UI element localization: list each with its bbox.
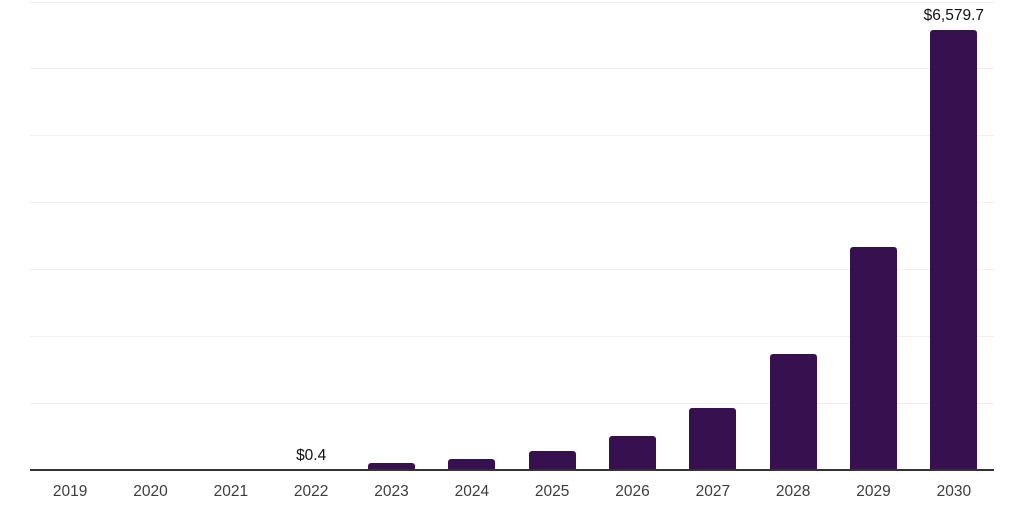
bar-value-label-2022: $0.4 [296, 446, 327, 464]
x-tick-label-2027: 2027 [695, 483, 731, 500]
bar-2024 [448, 458, 496, 470]
bar-value-label-2030: $6,579.7 [923, 7, 984, 25]
bar-2025 [528, 450, 576, 470]
x-axis-line [30, 469, 994, 471]
gridline [30, 68, 994, 70]
gridline [30, 135, 994, 137]
bar-2029 [850, 247, 897, 470]
x-tick-label-2022: 2022 [293, 483, 329, 500]
gridline [30, 1, 994, 3]
bar-2023 [368, 462, 415, 470]
gridline [30, 402, 994, 404]
bar-2030 [930, 30, 978, 470]
x-tick-label-2019: 2019 [52, 483, 88, 500]
x-tick-label-2029: 2029 [856, 483, 891, 500]
x-tick-label-2028: 2028 [775, 483, 811, 500]
gridline [30, 268, 994, 270]
x-tick-label-2020: 2020 [133, 483, 168, 500]
bar-2026 [609, 435, 656, 470]
x-tick-label-2030: 2030 [936, 483, 972, 500]
bar-2028 [769, 354, 817, 470]
x-tick-label-2023: 2023 [374, 483, 409, 500]
gridline [30, 335, 994, 337]
gridline [30, 202, 994, 204]
x-tick-label-2026: 2026 [615, 483, 650, 500]
x-tick-label-2021: 2021 [213, 483, 249, 500]
x-tick-label-2025: 2025 [534, 483, 570, 500]
bar-2027 [689, 407, 737, 470]
x-tick-label-2024: 2024 [454, 483, 490, 500]
